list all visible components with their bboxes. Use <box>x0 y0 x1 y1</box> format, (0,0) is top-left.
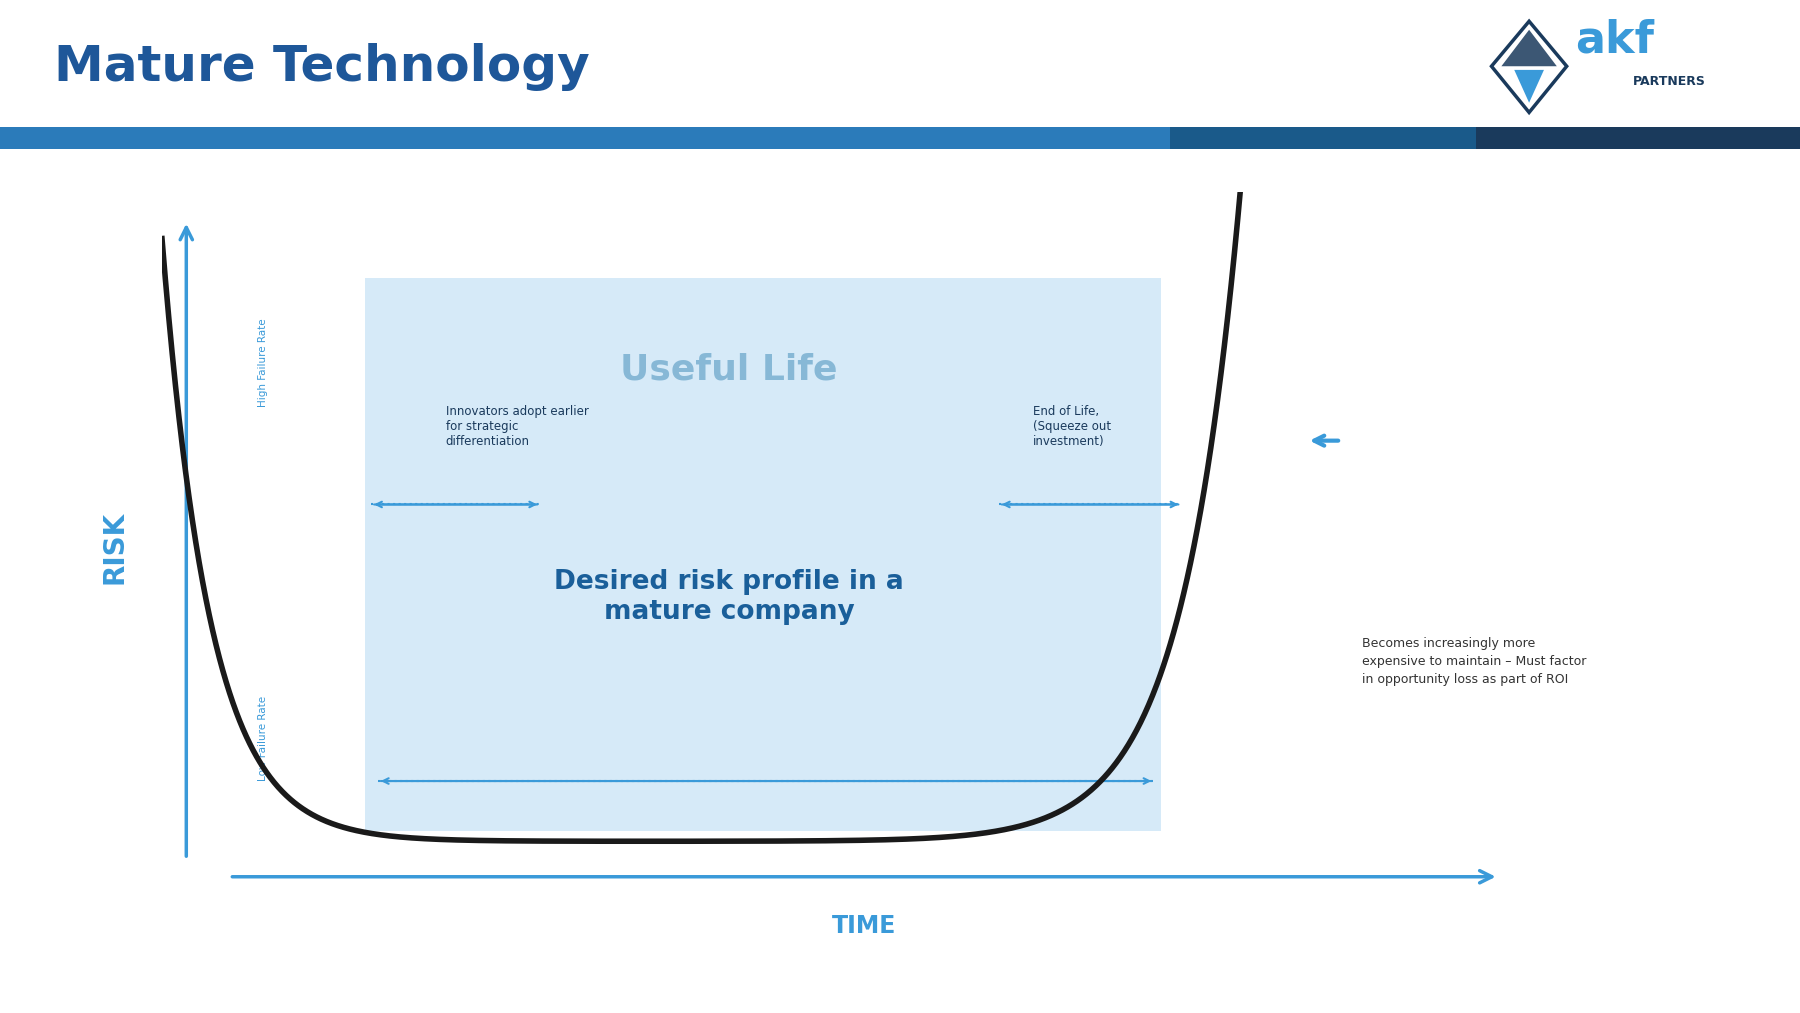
Bar <box>1170 127 1476 149</box>
Text: Innovators adopt earlier
for strategic
differentiation: Innovators adopt earlier for strategic d… <box>446 405 589 448</box>
Polygon shape <box>1514 70 1544 102</box>
Bar <box>0 127 1170 149</box>
Text: Low Failure Rate: Low Failure Rate <box>257 696 268 781</box>
Text: PARTNERS: PARTNERS <box>1633 75 1705 88</box>
Text: Useful Life: Useful Life <box>621 353 837 387</box>
Text: Desired risk profile in a
mature company: Desired risk profile in a mature company <box>554 568 904 625</box>
Text: Becomes increasingly more
expensive to maintain – Must factor
in opportunity los: Becomes increasingly more expensive to m… <box>1363 637 1586 686</box>
Bar <box>1476 127 1800 149</box>
Text: TIME: TIME <box>832 915 896 938</box>
Text: akf: akf <box>1575 18 1654 61</box>
Text: Only desirable if
actively phasing
out a product with
a known shelf-life: Only desirable if actively phasing out a… <box>1418 396 1615 495</box>
Text: RISK: RISK <box>101 511 130 583</box>
Text: As solutions age, they fall out of adoption and support, increasing business ris: As solutions age, they fall out of adopt… <box>220 955 1580 975</box>
Text: Mature Technology: Mature Technology <box>54 43 590 90</box>
Text: High Failure Rate: High Failure Rate <box>257 318 268 407</box>
Text: End of Life,
(Squeeze out
investment): End of Life, (Squeeze out investment) <box>1033 405 1111 448</box>
Bar <box>364 278 1161 831</box>
Polygon shape <box>1501 29 1557 66</box>
